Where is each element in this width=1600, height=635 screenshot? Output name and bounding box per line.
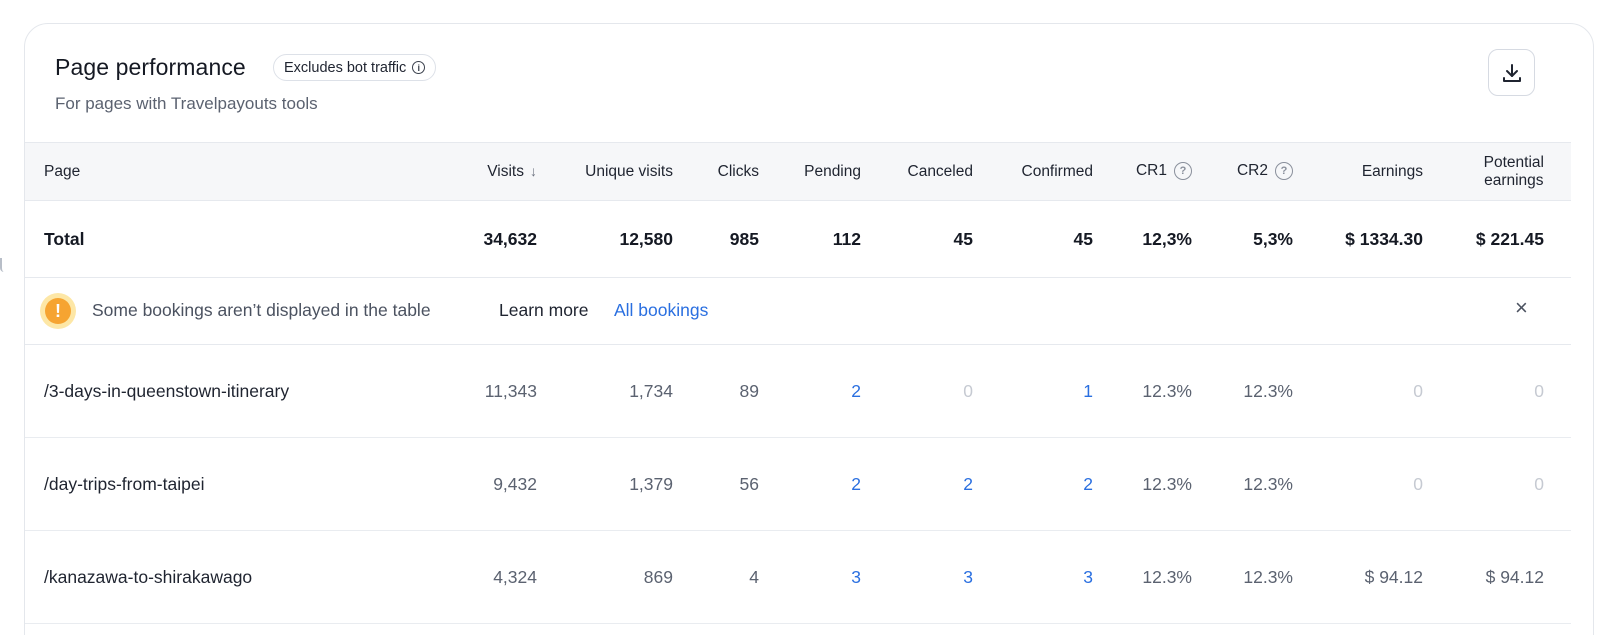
total-label: Total bbox=[44, 228, 85, 249]
table-row[interactable]: /day-trips-from-taipei 9,432 1,379 56 2 … bbox=[25, 438, 1571, 531]
cell-spacer bbox=[1544, 531, 1571, 624]
row-confirmed[interactable]: 3 bbox=[1083, 566, 1093, 587]
col-header-cr1[interactable]: CR1? bbox=[1093, 143, 1192, 201]
total-cr1: 12,3% bbox=[1142, 228, 1192, 249]
total-visits: 34,632 bbox=[483, 228, 537, 249]
total-canceled: 45 bbox=[953, 228, 973, 249]
page-title: Page performance bbox=[55, 54, 246, 80]
col-header-pending[interactable]: Pending bbox=[804, 162, 861, 180]
total-unique-visits: 12,580 bbox=[619, 228, 673, 249]
total-potential: $ 221.45 bbox=[1475, 228, 1544, 249]
exclamation-circle-icon: ! bbox=[40, 293, 76, 329]
cell-spacer bbox=[1544, 438, 1571, 531]
close-icon[interactable]: × bbox=[1515, 295, 1528, 320]
card-header: Page performance Excludes bot traffic i … bbox=[25, 24, 1593, 142]
row-canceled[interactable]: 3 bbox=[963, 566, 973, 587]
row-earnings: 0 bbox=[1413, 380, 1423, 401]
row-unique-visits: 1,734 bbox=[629, 380, 673, 401]
row-cr1: 12.3% bbox=[1142, 380, 1192, 401]
total-clicks: 985 bbox=[729, 228, 759, 249]
badge-label: Excludes bot traffic bbox=[284, 59, 407, 76]
col-header-unique-visits[interactable]: Unique visits bbox=[585, 162, 673, 180]
row-visits: 11,343 bbox=[484, 380, 537, 401]
row-page[interactable]: /3-days-in-queenstown-itinerary bbox=[44, 380, 290, 401]
col-header-page: Page bbox=[44, 162, 81, 180]
row-canceled[interactable]: 2 bbox=[963, 473, 973, 494]
notice-text: Some bookings aren’t displayed in the ta… bbox=[92, 300, 431, 320]
notice-row: ! Some bookings aren’t displayed in the … bbox=[25, 278, 1571, 345]
row-clicks: 89 bbox=[739, 380, 759, 401]
page-subtitle: For pages with Travelpayouts tools bbox=[55, 94, 318, 113]
total-cr2: 5,3% bbox=[1253, 228, 1293, 249]
row-cr2: 12.3% bbox=[1243, 380, 1293, 401]
row-cr2: 12.3% bbox=[1243, 566, 1293, 587]
download-icon bbox=[1502, 63, 1521, 82]
col-header-cr2[interactable]: CR2? bbox=[1192, 143, 1293, 201]
table-row[interactable]: /3-days-in-queenstown-itinerary 11,343 1… bbox=[25, 345, 1571, 438]
page-performance-card: Page performance Excludes bot traffic i … bbox=[24, 23, 1594, 635]
row-page[interactable]: /kanazawa-to-shirakawago bbox=[44, 566, 253, 587]
row-page[interactable]: /day-trips-from-taipei bbox=[44, 473, 205, 494]
col-header-visits[interactable]: Visits ↓ bbox=[487, 162, 537, 180]
total-earnings: $ 1334.30 bbox=[1345, 228, 1423, 249]
row-clicks: 4 bbox=[749, 566, 759, 587]
cell-spacer bbox=[1544, 345, 1571, 438]
question-circle-icon[interactable]: ? bbox=[1275, 162, 1293, 181]
row-unique-visits: 869 bbox=[643, 566, 673, 587]
row-pending[interactable]: 2 bbox=[851, 380, 861, 401]
edge-mark-left bbox=[0, 258, 4, 272]
arrow-down-icon[interactable]: ↓ bbox=[530, 162, 537, 179]
row-pending[interactable]: 2 bbox=[851, 473, 861, 494]
total-row: Total 34,632 12,580 985 112 45 45 12,3% … bbox=[25, 201, 1571, 278]
col-spacer bbox=[1544, 143, 1571, 201]
total-pending: 112 bbox=[832, 228, 861, 249]
question-circle-icon[interactable]: ? bbox=[1174, 162, 1192, 181]
performance-table: Page Visits ↓ Unique visits Clicks Pendin… bbox=[25, 142, 1571, 624]
row-unique-visits: 1,379 bbox=[629, 473, 673, 494]
row-canceled: 0 bbox=[963, 380, 973, 401]
col-header-clicks[interactable]: Clicks bbox=[717, 162, 759, 180]
row-potential: $ 94.12 bbox=[1485, 566, 1544, 587]
info-icon[interactable]: i bbox=[412, 61, 426, 74]
row-confirmed[interactable]: 1 bbox=[1083, 380, 1093, 401]
learn-more-link[interactable]: Learn more bbox=[499, 300, 589, 320]
row-earnings: $ 94.12 bbox=[1364, 566, 1423, 587]
cell-spacer bbox=[1544, 201, 1571, 278]
bookings-notice: ! Some bookings aren’t displayed in the … bbox=[25, 278, 1571, 344]
row-confirmed[interactable]: 2 bbox=[1083, 473, 1093, 494]
col-header-canceled[interactable]: Canceled bbox=[907, 162, 974, 180]
row-cr2: 12.3% bbox=[1243, 473, 1293, 494]
download-button[interactable] bbox=[1488, 49, 1535, 96]
row-visits: 4,324 bbox=[493, 566, 537, 587]
col-header-earnings[interactable]: Earnings bbox=[1361, 162, 1423, 180]
row-cr1: 12.3% bbox=[1142, 566, 1192, 587]
col-header-potential-earnings[interactable]: Potential earnings bbox=[1483, 153, 1544, 189]
row-pending[interactable]: 3 bbox=[851, 566, 861, 587]
table-row[interactable]: /kanazawa-to-shirakawago 4,324 869 4 3 3… bbox=[25, 531, 1571, 624]
row-earnings: 0 bbox=[1413, 473, 1423, 494]
col-header-confirmed[interactable]: Confirmed bbox=[1021, 162, 1094, 180]
table-header-row: Page Visits ↓ Unique visits Clicks Pendin… bbox=[25, 142, 1571, 201]
all-bookings-link[interactable]: All bookings bbox=[614, 300, 709, 320]
row-clicks: 56 bbox=[739, 473, 759, 494]
bot-traffic-badge[interactable]: Excludes bot traffic i bbox=[273, 54, 437, 81]
row-cr1: 12.3% bbox=[1142, 473, 1192, 494]
row-visits: 9,432 bbox=[493, 473, 537, 494]
total-confirmed: 45 bbox=[1073, 228, 1093, 249]
row-potential: 0 bbox=[1534, 380, 1544, 401]
row-potential: 0 bbox=[1534, 473, 1544, 494]
